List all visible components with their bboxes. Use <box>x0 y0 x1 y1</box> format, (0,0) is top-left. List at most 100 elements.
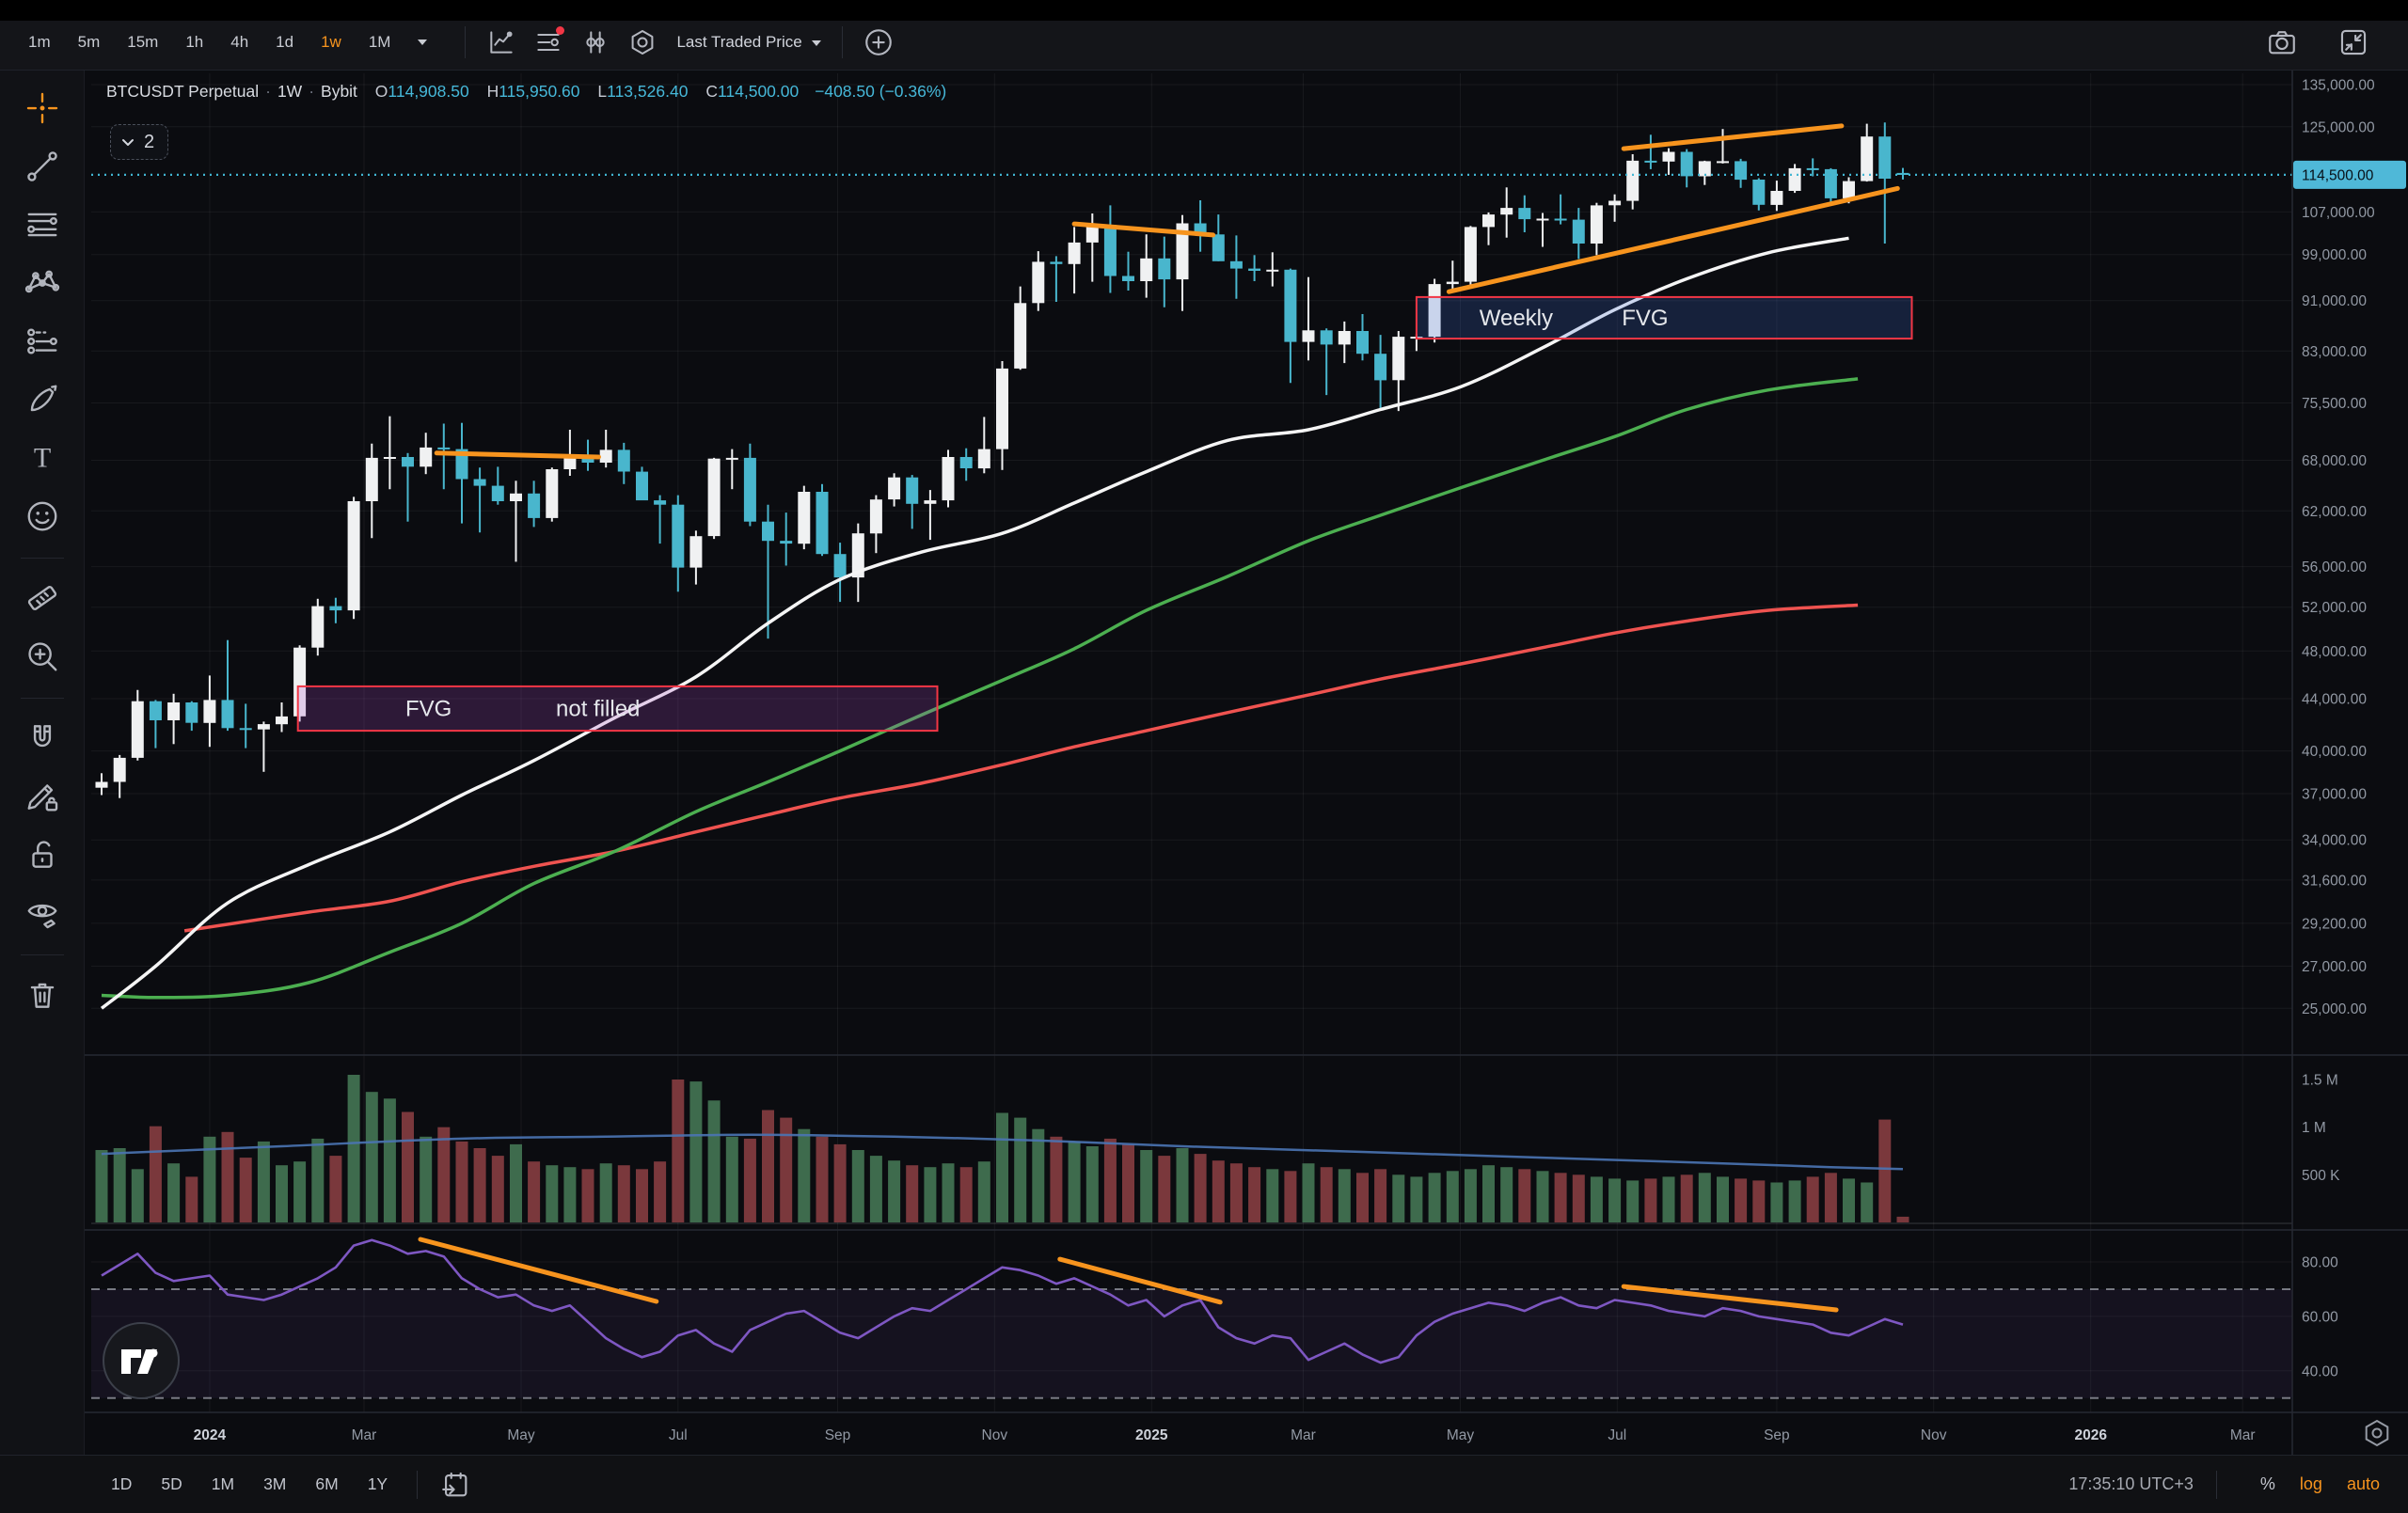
svg-text:Nov: Nov <box>982 1427 1008 1443</box>
low-label: L <box>597 82 608 101</box>
fvg-not-filled-box[interactable]: FVG not filled <box>296 685 939 733</box>
drawing-toolbar: T <box>0 71 85 1455</box>
toolbar-divider <box>20 698 64 699</box>
price-source-caret-icon <box>811 40 821 46</box>
toolbar-divider <box>2215 1470 2217 1499</box>
price-trendlines[interactable] <box>434 123 1900 460</box>
price-source-dropdown[interactable]: Last Traded Price <box>676 33 821 52</box>
alert-button[interactable] <box>624 24 661 61</box>
fullscreen-button[interactable] <box>2335 24 2372 61</box>
remove-drawings[interactable] <box>24 976 61 1014</box>
toolbar-divider <box>20 558 64 559</box>
svg-text:not filled: not filled <box>556 697 640 722</box>
forecast-tool[interactable] <box>24 323 61 360</box>
symbol-interval: 1W <box>277 82 303 101</box>
svg-text:91,000.00: 91,000.00 <box>2302 293 2367 309</box>
log-scale-toggle[interactable]: log <box>2299 1474 2322 1493</box>
range-5d[interactable]: 5D <box>161 1474 182 1493</box>
crosshair-tool[interactable] <box>24 89 61 127</box>
timeframe-4h[interactable]: 4h <box>230 33 249 51</box>
svg-text:135,000.00: 135,000.00 <box>2302 78 2375 94</box>
notification-dot <box>556 26 565 35</box>
hide-all-drawings[interactable] <box>24 894 61 932</box>
open-label: O <box>374 82 388 101</box>
svg-text:56,000.00: 56,000.00 <box>2302 559 2367 575</box>
lock-all-drawings[interactable] <box>24 836 61 874</box>
timeframe-5m[interactable]: 5m <box>77 33 101 51</box>
percent-scale-toggle[interactable]: % <box>2259 1474 2275 1493</box>
timeframes-caret-icon[interactable] <box>418 39 428 45</box>
go-to-date-button[interactable] <box>436 1466 474 1504</box>
svg-text:75,500.00: 75,500.00 <box>2302 396 2367 412</box>
svg-text:May: May <box>507 1427 535 1443</box>
chart-plot-area[interactable] <box>91 73 2292 1055</box>
svg-text:Mar: Mar <box>352 1427 377 1443</box>
magnet-mode[interactable] <box>24 719 61 757</box>
range-1y[interactable]: 1Y <box>367 1474 388 1493</box>
toolbar-divider <box>841 26 843 58</box>
volume-histogram <box>91 1075 2292 1224</box>
emoji-icon <box>27 501 56 531</box>
fib-retracement-tool[interactable] <box>24 206 61 244</box>
timeframe-1h[interactable]: 1h <box>185 33 204 51</box>
text-icon: T <box>33 442 50 474</box>
svg-text:125,000.00: 125,000.00 <box>2302 119 2375 135</box>
toolbar-divider <box>465 26 467 58</box>
timeframe-1M[interactable]: 1M <box>368 33 391 51</box>
symbol-name[interactable]: BTCUSDT Perpetual <box>106 82 260 101</box>
indicators-icon <box>537 34 561 51</box>
xabcd-pattern-icon <box>24 270 59 293</box>
symbol-info-line[interactable]: BTCUSDT Perpetual · 1W · Bybit O114,908.50 H… <box>106 82 946 102</box>
stay-in-drawing-mode[interactable] <box>24 778 61 815</box>
price-axis[interactable]: 135,000.00 125,000.00 107,000.00 99,000.00 9… <box>2293 78 2406 1380</box>
text-tool[interactable]: T <box>24 439 61 477</box>
pane-separators <box>85 71 2408 1455</box>
timeframe-1m[interactable]: 1m <box>28 33 51 51</box>
svg-text:52,000.00: 52,000.00 <box>2302 600 2367 616</box>
toolbar-divider <box>20 954 64 955</box>
zoom-in-tool[interactable] <box>24 638 61 675</box>
indicators-collapse-button[interactable]: 2 <box>110 124 169 160</box>
screenshot-button[interactable] <box>2263 24 2301 61</box>
svg-text:107,000.00: 107,000.00 <box>2302 205 2375 221</box>
svg-text:68,000.00: 68,000.00 <box>2302 453 2367 469</box>
add-chart-button[interactable] <box>860 24 897 61</box>
price-source-label: Last Traded Price <box>676 33 802 51</box>
trend-line-tool[interactable] <box>24 148 61 185</box>
range-1m[interactable]: 1M <box>211 1474 235 1493</box>
svg-text:99,000.00: 99,000.00 <box>2302 247 2367 263</box>
chart-canvas[interactable]: FVG not filled Weekly FVG 135,000.00 125,000… <box>85 71 2408 1455</box>
chart-style-button[interactable] <box>483 24 520 61</box>
indicators-button[interactable] <box>530 24 567 61</box>
measure-tool[interactable] <box>24 579 61 617</box>
timeframe-1d[interactable]: 1d <box>276 33 294 51</box>
svg-text:62,000.00: 62,000.00 <box>2302 504 2367 520</box>
weekly-fvg-box[interactable]: Weekly FVG <box>1415 295 1913 340</box>
svg-text:2025: 2025 <box>1135 1427 1168 1443</box>
svg-text:114,500.00: 114,500.00 <box>2302 167 2374 183</box>
range-6m[interactable]: 6M <box>315 1474 339 1493</box>
pattern-tool[interactable] <box>24 264 61 302</box>
brush-tool[interactable] <box>24 381 61 418</box>
svg-text:34,000.00: 34,000.00 <box>2302 833 2367 849</box>
range-3m[interactable]: 3M <box>263 1474 287 1493</box>
fib-retracement-icon <box>26 213 57 237</box>
time-axis[interactable]: 2024 Mar May Jul Sep Nov 2025 Mar May Jul Sep Nov 20… <box>85 1394 2389 1452</box>
emoji-tool[interactable] <box>24 497 61 535</box>
svg-text:2024: 2024 <box>194 1427 227 1443</box>
axis-settings-gear-icon[interactable] <box>2365 1419 2389 1447</box>
change-value: −408.50 (−0.36%) <box>815 82 947 101</box>
auto-scale-toggle[interactable]: auto <box>2346 1474 2380 1493</box>
forecast-icon <box>26 328 57 355</box>
session-clock[interactable]: 17:35:10 UTC+3 <box>2068 1474 2194 1493</box>
range-1d[interactable]: 1D <box>111 1474 133 1493</box>
zoom-in-icon <box>27 642 56 671</box>
rsi-pane <box>91 1237 2292 1399</box>
timeframe-1w-active[interactable]: 1w <box>321 33 341 51</box>
go-to-date-icon <box>442 1472 467 1496</box>
timeframe-15m[interactable]: 15m <box>127 33 159 51</box>
compare-button[interactable] <box>577 24 614 61</box>
unlocked-padlock-icon <box>31 841 53 868</box>
symbol-exchange: Bybit <box>321 82 357 101</box>
